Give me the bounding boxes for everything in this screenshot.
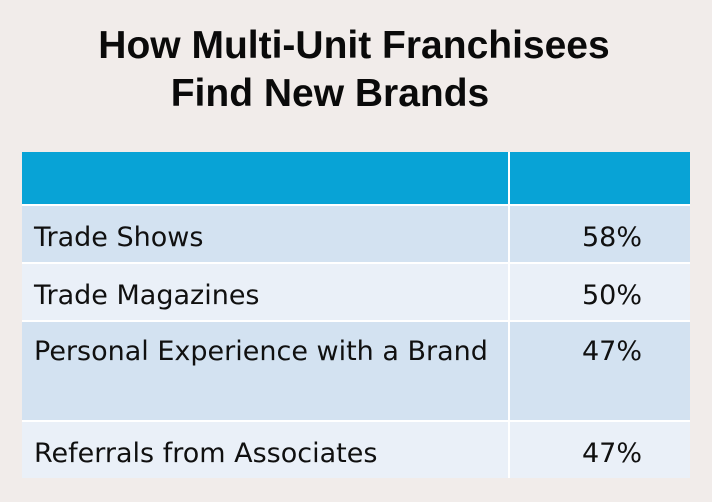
table-row: Personal Experience with a Brand 47% (22, 320, 690, 421)
row-value: 50% (509, 262, 690, 321)
table-row: Referrals from Associates 47% (22, 420, 690, 478)
table-row: Trade Shows 58% (22, 204, 690, 263)
title-line-2: Find New Brands (170, 72, 490, 115)
table-header-row (22, 152, 690, 205)
row-label: Trade Magazines (22, 262, 510, 321)
row-label: Trade Shows (22, 204, 510, 263)
page-title: How Multi-Unit Franchisees Find New Bran… (0, 22, 712, 118)
table-row: Trade Magazines 50% (22, 262, 690, 321)
row-label: Referrals from Associates (22, 420, 510, 478)
row-value: 58% (509, 204, 690, 263)
row-label: Personal Experience with a Brand (22, 320, 510, 421)
title-line-1: How Multi-Unit Franchisees (98, 24, 610, 67)
header-cell-label (22, 152, 510, 205)
row-value: 47% (509, 420, 690, 478)
brand-source-table: Trade Shows 58% Trade Magazines 50% Pers… (22, 152, 690, 478)
row-value: 47% (509, 320, 690, 421)
header-cell-value (509, 152, 690, 205)
